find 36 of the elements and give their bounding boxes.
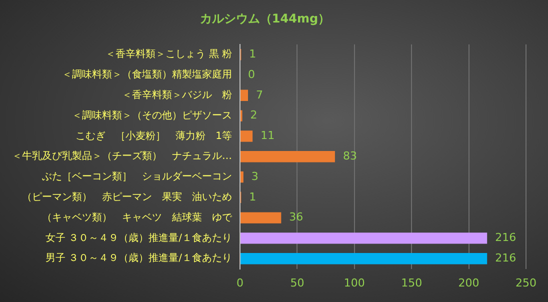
data-label: 216 bbox=[495, 251, 516, 264]
bar bbox=[240, 252, 488, 264]
data-label: 1 bbox=[249, 47, 256, 60]
y-tick-label: （ピーマン類） 赤ピーマン 果実 油いため bbox=[22, 190, 232, 203]
y-tick-label: ぶた［ベーコン類］ ショルダーベーコン bbox=[42, 170, 232, 183]
y-tick-label: ＜香辛料類＞こしょう 黒 粉 bbox=[106, 48, 232, 60]
y-tick-label: （キャベツ類） キャベツ 結球葉 ゆで bbox=[42, 211, 233, 224]
data-label: 216 bbox=[495, 231, 516, 244]
data-label: 3 bbox=[251, 170, 258, 183]
y-tick-label: こむぎ ［小麦粉］ 薄力粉 1等 bbox=[76, 130, 232, 142]
x-tick-label: 100 bbox=[344, 276, 365, 290]
y-tick-label: ＜牛乳及び乳製品＞（チーズ類） ナチュラル… bbox=[12, 150, 232, 162]
bar bbox=[240, 90, 248, 102]
y-tick-label: ＜香辛料類＞バジル 粉 bbox=[122, 88, 232, 101]
y-tick-label: ＜調味料類＞（その他）ピザソース bbox=[72, 109, 232, 122]
data-label: 36 bbox=[289, 210, 304, 224]
x-tick-label: 50 bbox=[290, 276, 304, 290]
x-tick-label: 200 bbox=[458, 276, 480, 290]
x-tick-label: 250 bbox=[516, 276, 536, 290]
bar bbox=[240, 150, 335, 162]
y-tick-label: 男子 ３０～４９（歳）推進量/１食あたり bbox=[45, 252, 232, 264]
x-tick-label: 150 bbox=[401, 276, 422, 290]
chart-title: カルシウム（144mg） bbox=[200, 11, 330, 26]
bar bbox=[240, 232, 488, 244]
bar bbox=[240, 212, 282, 224]
data-label: 2 bbox=[250, 108, 258, 122]
x-tick-label: 0 bbox=[236, 276, 244, 290]
bar bbox=[240, 171, 244, 183]
data-label: 1 bbox=[249, 190, 256, 204]
data-label: 83 bbox=[342, 149, 357, 162]
data-label: 0 bbox=[248, 68, 255, 81]
bar bbox=[240, 130, 253, 142]
y-tick-label: 女子 ３０～４９（歳）推進量/１食あたり bbox=[45, 232, 232, 244]
data-label: 7 bbox=[256, 88, 264, 102]
y-tick-label: ＜調味料類＞（食塩類）精製塩家庭用 bbox=[62, 68, 232, 81]
data-label: 11 bbox=[260, 129, 275, 142]
